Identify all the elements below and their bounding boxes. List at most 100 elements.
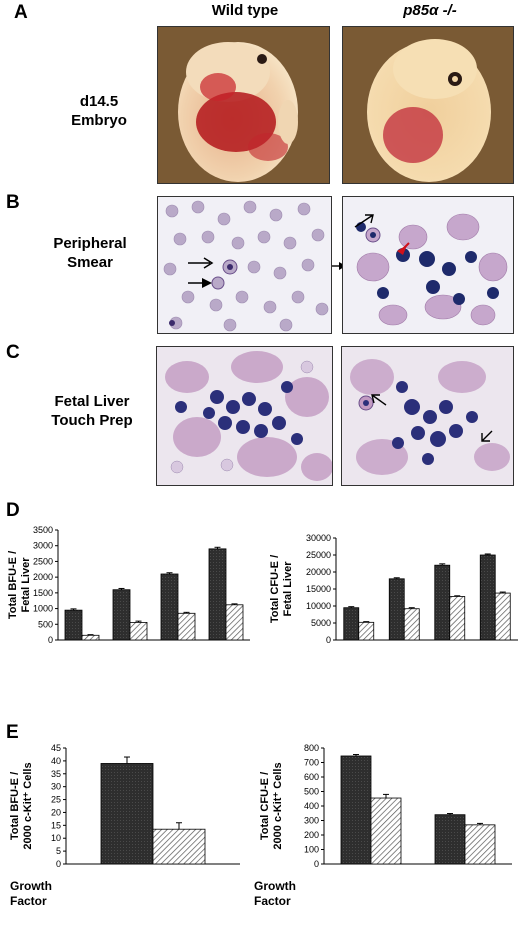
row-label-liver-line-1: Fetal Liver [54,393,130,410]
y-tick-label: 10 [51,833,61,843]
bar-knockout-1 [129,622,148,641]
growth-factor-label-line: Factor [10,894,47,908]
panel-letter-c: C [6,342,20,363]
row-label-peripheral-smear: Peripheral Smear [30,234,150,272]
embryo-photo-wild-type [157,26,330,184]
bar-wild-type-3 [479,554,496,641]
y-tick-label: 2000 [33,572,53,582]
panel-letter-b: B [6,192,20,213]
y-tick-label: 30000 [306,533,331,543]
bar-wild-type-3 [208,548,227,641]
y-axis-label-line: 2000 c-Kit⁺ Cells [22,762,34,849]
y-tick-label: 45 [51,743,61,753]
y-tick-label: 25000 [306,550,331,560]
bar-knockout-1 [464,824,496,865]
bar-knockout-3 [494,592,511,641]
y-tick-label: 800 [304,743,319,753]
bar-knockout-0 [370,797,402,865]
y-tick-label: 200 [304,830,319,840]
growth-factor-label-line: Growth [254,879,296,893]
chart-cfu-e-fetal-liver: Total CFU-E /Fetal Liver 0 5000 10000 15000 2… [269,533,518,645]
bar-wild-type-0 [100,763,154,865]
embryo-photo-p85a-knockout [342,26,514,184]
y-tick-label: 400 [304,801,319,811]
bar-wild-type-0 [340,755,372,865]
y-tick-label: 0 [56,859,61,869]
smear-knockout-cells [354,213,508,326]
y-tick-label: 5 [56,846,61,856]
liver-micrograph-wild-type [156,346,333,486]
y-axis-label-line: 2000 c-Kit⁺ Cells [272,762,284,849]
row-label-liver-line-2: Touch Prep [51,412,133,429]
liver-micrograph-p85a-knockout [341,346,514,486]
row-label-embryo-line-2: Embryo [71,112,127,129]
row-label-smear-line-1: Peripheral [53,235,127,252]
y-tick-label: 0 [48,635,53,645]
growth-factor-label-line: Factor [254,894,291,908]
embryo-knockout-drawing [367,39,491,182]
panel-letter-a: A [14,2,28,23]
panel-letter-e: E [6,722,19,743]
smear-micrograph-wild-type [157,196,332,334]
row-label-fetal-liver: Fetal Liver Touch Prep [30,392,154,430]
chart-bfu-e-ckit-cells: Total BFU-E /2000 c-Kit⁺ Cells 0 5 10 15 20 25… [9,743,240,908]
bar-knockout-0 [81,634,100,641]
y-tick-label: 1500 [33,588,53,598]
y-axis-label: Total CFU-E /Fetal Liver [269,555,294,623]
column-header-wild-type: Wild type [211,2,279,19]
bar-wild-type-2 [160,573,179,641]
bar-knockout-3 [225,604,244,641]
y-tick-label: 1000 [33,604,53,614]
liver-wild-type-cells [165,351,332,481]
row-label-smear-line-2: Smear [67,254,113,271]
chart-bfu-e-fetal-liver: Total BFU-E /Fetal Liver 0 500 1000 1500 2000… [7,525,250,645]
y-axis-label-line: Total CFU-E / [269,555,281,623]
y-tick-label: 15000 [306,584,331,594]
y-tick-label: 10000 [306,601,331,611]
y-tick-label: 5000 [311,618,331,628]
y-tick-label: 500 [38,619,53,629]
y-tick-label: 20000 [306,567,331,577]
bar-wild-type-1 [112,589,131,641]
y-axis-label: Total BFU-E /2000 c-Kit⁺ Cells [9,762,34,849]
y-axis-label-line: Total BFU-E / [9,772,21,840]
y-tick-label: 700 [304,758,319,768]
bar-wild-type-1 [388,578,405,641]
y-tick-label: 500 [304,787,319,797]
liver-knockout-cells [350,359,510,475]
y-tick-label: 30 [51,782,61,792]
bar-knockout-0 [358,621,375,641]
bar-knockout-2 [177,612,196,641]
row-label-embryo-line-1: d14.5 [79,93,119,110]
y-tick-label: 20 [51,807,61,817]
y-tick-label: 300 [304,816,319,826]
y-tick-label: 100 [304,845,319,855]
y-tick-label: 2500 [33,556,53,566]
panel-letter-d: D [6,500,20,521]
embryo-wild-type-drawing [178,42,298,182]
y-axis-label-line: Total CFU-E / [259,772,271,840]
growth-factor-label-line: Growth [10,879,52,893]
smear-micrograph-p85a-knockout [342,196,514,334]
column-header-p85a-knockout: p85α -/- [403,2,457,19]
y-tick-label: 3000 [33,541,53,551]
smear-wild-type-cells [163,200,329,332]
bar-wild-type-0 [343,607,360,641]
growth-factor-label: Growth Factor [10,879,52,908]
y-axis-label: Total BFU-E /Fetal Liver [7,551,32,619]
y-tick-label: 40 [51,756,61,766]
y-axis-label-line: Fetal Liver [20,557,32,613]
bar-wild-type-1 [434,814,466,865]
bar-knockout-2 [449,596,466,641]
y-tick-label: 25 [51,795,61,805]
y-tick-label: 35 [51,769,61,779]
y-axis-label: Total CFU-E /2000 c-Kit⁺ Cells [259,762,284,849]
bar-knockout-0 [152,828,206,865]
y-axis-label-line: Total BFU-E / [7,551,19,619]
y-tick-label: 0 [314,859,319,869]
y-tick-label: 15 [51,820,61,830]
y-tick-label: 0 [326,635,331,645]
y-tick-label: 3500 [33,525,53,535]
chart-cfu-e-ckit-cells: Total CFU-E /2000 c-Kit⁺ Cells 0 100 200 300… [254,743,512,908]
row-label-embryo: d14.5 Embryo [44,92,154,130]
